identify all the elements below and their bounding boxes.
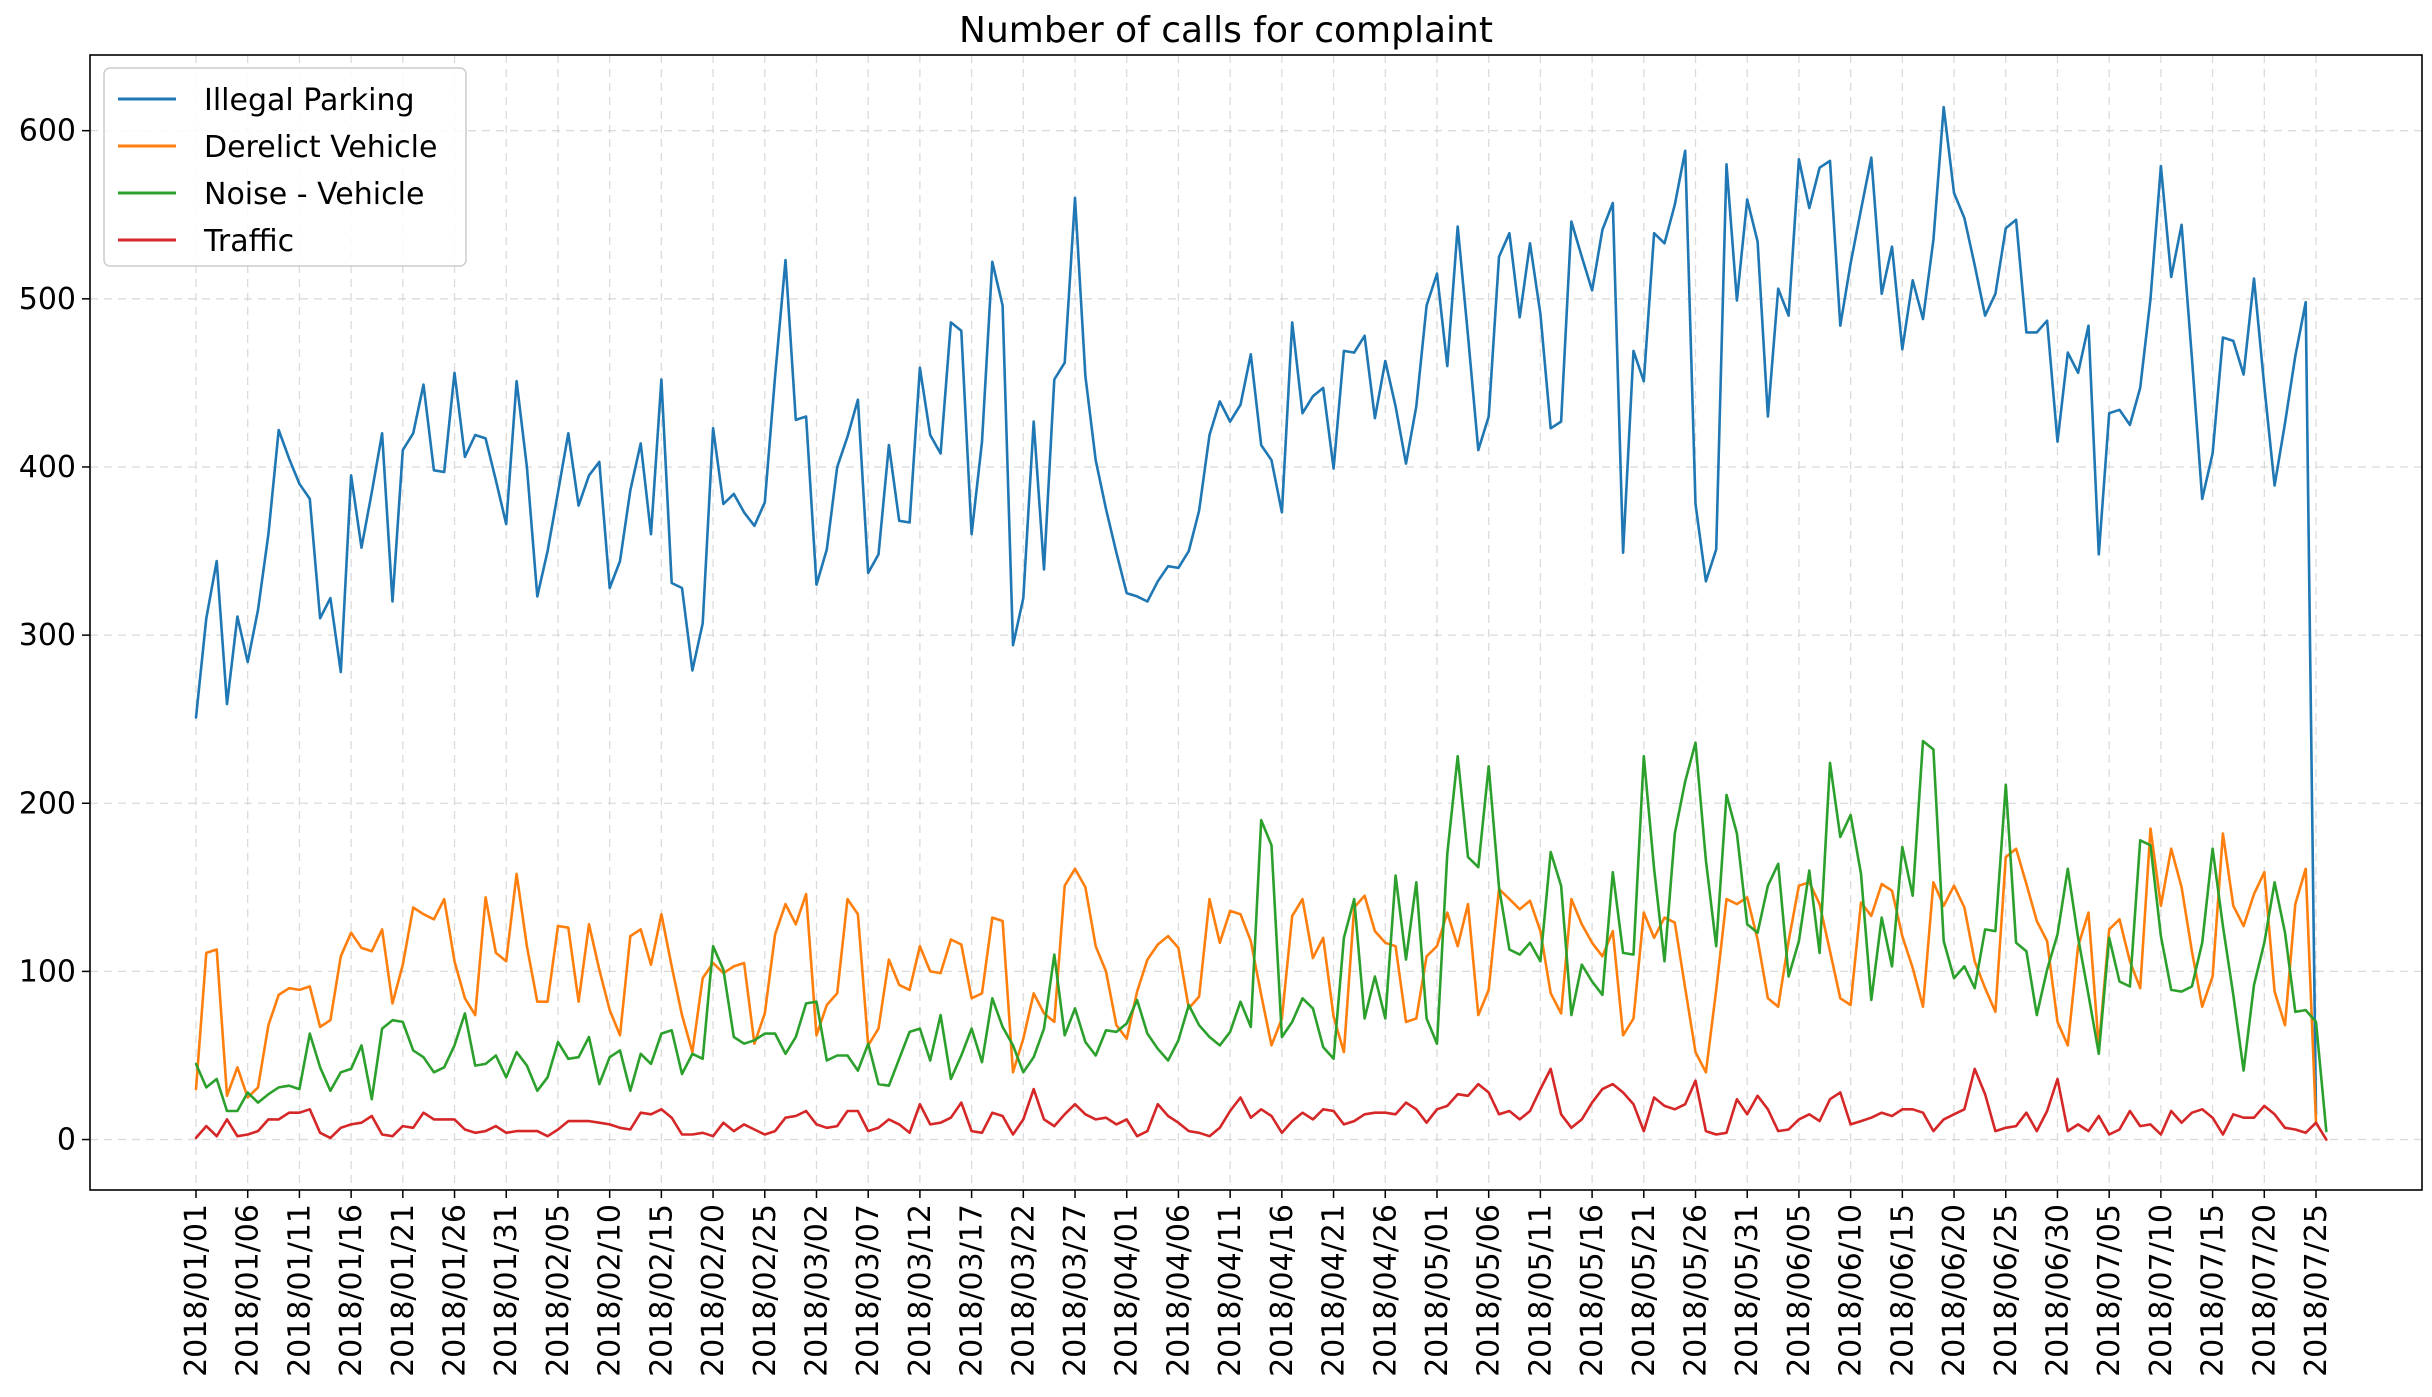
x-tick-label: 2018/05/06 [1472,1204,1507,1377]
y-tick-label: 300 [19,618,76,653]
x-tick-label: 2018/07/10 [2144,1204,2179,1377]
x-tick-label: 2018/04/11 [1213,1204,1248,1377]
x-axis: 2018/01/01 2018/01/06 2018/01/11 2018/01/16… [179,1190,2334,1377]
grid-lines [90,55,2422,1190]
x-tick-label: 2018/02/10 [593,1204,628,1377]
x-tick-label: 2018/07/05 [2092,1204,2127,1377]
x-tick-label: 2018/02/25 [748,1204,783,1377]
x-tick-label: 2018/06/05 [1782,1204,1817,1377]
x-tick-label: 2018/03/12 [903,1204,938,1377]
x-tick-label: 2018/03/02 [799,1204,834,1377]
y-tick-label: 400 [19,450,76,485]
x-tick-label: 2018/01/01 [179,1204,214,1377]
x-tick-label: 2018/05/11 [1523,1204,1558,1377]
x-tick-label: 2018/03/27 [1058,1204,1093,1377]
x-tick-label: 2018/01/21 [386,1204,421,1377]
y-axis: 0 100 200 300 400 500 600 [19,114,90,1158]
x-tick-label: 2018/01/31 [489,1204,524,1377]
x-tick-label: 2018/02/05 [541,1204,576,1377]
y-tick-label: 200 [19,786,76,821]
y-tick-label: 500 [19,282,76,317]
x-tick-label: 2018/06/20 [1937,1204,1972,1377]
x-tick-label: 2018/07/15 [2196,1204,2231,1377]
x-tick-label: 2018/02/15 [644,1204,679,1377]
x-tick-label: 2018/01/26 [438,1204,473,1377]
series-line-traffic [194,1067,2328,1141]
y-tick-label: 600 [19,114,76,149]
x-tick-label: 2018/04/26 [1368,1204,1403,1377]
x-tick-label: 2018/07/25 [2299,1204,2334,1377]
x-tick-label: 2018/01/16 [334,1204,369,1377]
x-tick-label: 2018/07/20 [2247,1204,2282,1377]
legend-box [103,67,467,267]
x-tick-label: 2018/05/26 [1679,1204,1714,1377]
x-tick-label: 2018/06/30 [2040,1204,2075,1377]
plot-area-frame [89,54,2423,1191]
series-line-illegal-parking [194,105,2318,1116]
x-tick-label: 2018/03/07 [851,1204,886,1377]
legend-label-noise-vehicle: Noise - Vehicle [204,177,424,212]
legend: Illegal Parking Derelict Vehicle Noise - V… [103,67,467,267]
series-lines [194,105,2328,1141]
x-tick-label: 2018/06/15 [1885,1204,1920,1377]
x-tick-label: 2018/05/16 [1575,1204,1610,1377]
x-tick-label: 2018/01/11 [282,1204,317,1377]
y-tick-label: 0 [57,1123,76,1158]
chart-title: Number of calls for complaint [959,10,1493,51]
legend-label-traffic: Traffic [203,224,294,259]
legend-label-derelict-vehicle: Derelict Vehicle [204,130,437,165]
x-tick-label: 2018/03/17 [955,1204,990,1377]
x-tick-label: 2018/04/21 [1317,1204,1352,1377]
series-line-derelict-vehicle [194,827,2318,1124]
x-tick-label: 2018/03/22 [1006,1204,1041,1377]
x-tick-label: 2018/04/06 [1161,1204,1196,1377]
x-tick-label: 2018/02/20 [696,1204,731,1377]
x-tick-label: 2018/05/01 [1420,1204,1455,1377]
series-line-noise-vehicle [194,739,2328,1133]
x-tick-label: 2018/05/21 [1627,1204,1662,1377]
y-tick-label: 100 [19,954,76,989]
x-tick-label: 2018/05/31 [1730,1204,1765,1377]
x-tick-label: 2018/06/25 [1989,1204,2024,1377]
x-tick-label: 2018/04/01 [1110,1204,1145,1377]
x-tick-label: 2018/04/16 [1265,1204,1300,1377]
x-tick-label: 2018/01/06 [231,1204,266,1377]
x-tick-label: 2018/06/10 [1834,1204,1869,1377]
legend-label-illegal-parking: Illegal Parking [204,83,415,118]
